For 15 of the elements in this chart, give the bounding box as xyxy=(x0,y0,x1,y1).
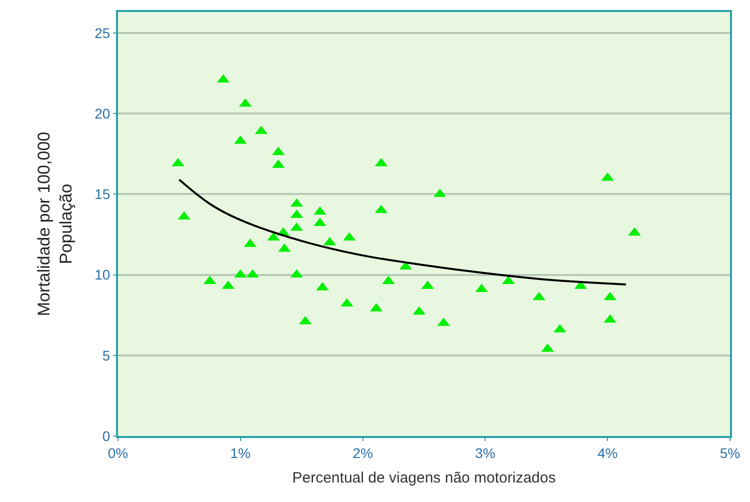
x-tick-label: 1% xyxy=(230,444,251,461)
y-tick-label: 15 xyxy=(94,186,110,202)
x-tick-label: 2% xyxy=(352,444,373,461)
x-tick-label: 4% xyxy=(597,444,618,461)
line-series xyxy=(178,178,627,286)
y-axis-title: Mortalidade por 100,000 População xyxy=(34,132,76,316)
y-tick-label: 0 xyxy=(102,428,110,444)
y-tick-label: 20 xyxy=(94,105,110,122)
x-tick-label: 3% xyxy=(475,444,496,461)
y-tick-label: 25 xyxy=(94,24,110,41)
y-tick-label: 5 xyxy=(102,347,110,364)
y-tick-label: 10 xyxy=(94,266,110,283)
x-tick-label: 0% xyxy=(108,444,128,461)
x-tick-label: 5% xyxy=(720,444,740,461)
x-axis-title: Percentual de viagens não motorizados xyxy=(292,469,556,486)
